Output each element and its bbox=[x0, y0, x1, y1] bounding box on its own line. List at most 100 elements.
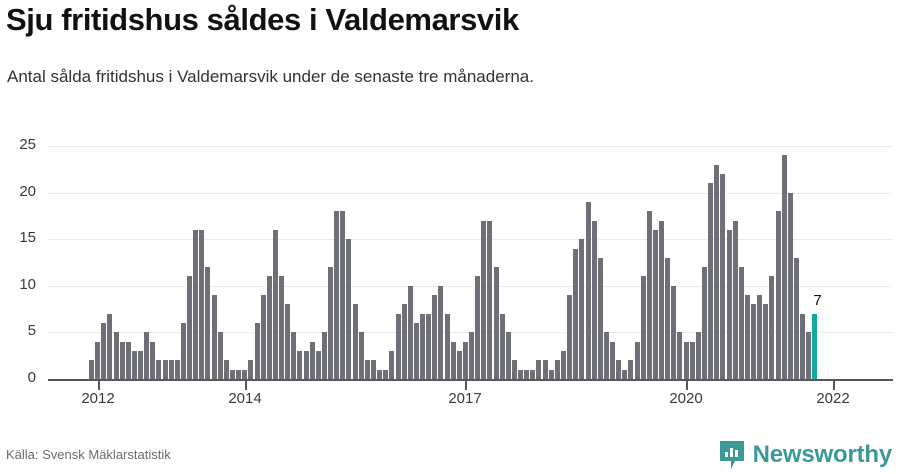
bar bbox=[487, 220, 493, 379]
x-axis-tick bbox=[686, 381, 688, 390]
bar bbox=[775, 211, 781, 379]
bar bbox=[738, 267, 744, 379]
bar bbox=[229, 369, 235, 379]
page-subtitle: Antal sålda fritidshus i Valdemarsvik un… bbox=[7, 67, 534, 86]
bar bbox=[279, 276, 285, 379]
bar bbox=[420, 313, 426, 379]
x-axis-tick bbox=[245, 381, 247, 390]
bar bbox=[652, 229, 658, 379]
bar bbox=[407, 285, 413, 379]
bar bbox=[426, 313, 432, 379]
bar bbox=[211, 295, 217, 379]
bar bbox=[689, 341, 695, 379]
bar bbox=[315, 351, 321, 379]
bar bbox=[751, 304, 757, 379]
gridline bbox=[48, 285, 893, 287]
bar bbox=[554, 360, 560, 379]
bar bbox=[401, 304, 407, 379]
bar-highlighted bbox=[812, 313, 818, 379]
x-axis-tick-label: 2014 bbox=[228, 390, 262, 407]
bar bbox=[732, 220, 738, 379]
bar bbox=[272, 229, 278, 379]
bar bbox=[266, 276, 272, 379]
bar bbox=[254, 323, 260, 379]
bar bbox=[530, 369, 536, 379]
bar bbox=[328, 267, 334, 379]
bar bbox=[334, 211, 340, 379]
bar bbox=[469, 332, 475, 379]
bar bbox=[634, 341, 640, 379]
bar bbox=[389, 351, 395, 379]
source-note: Källa: Svensk Mäklarstatistik bbox=[6, 447, 171, 462]
bar bbox=[346, 239, 352, 379]
bar bbox=[542, 360, 548, 379]
bar bbox=[462, 341, 468, 379]
bar bbox=[180, 323, 186, 379]
bar bbox=[370, 360, 376, 379]
bar bbox=[138, 351, 144, 379]
bar bbox=[199, 229, 205, 379]
bar bbox=[340, 211, 346, 379]
bar bbox=[352, 304, 358, 379]
bar bbox=[248, 360, 254, 379]
y-axis-tick-label: 5 bbox=[27, 322, 36, 340]
y-axis-tick-label: 10 bbox=[19, 275, 36, 293]
bar bbox=[89, 360, 94, 379]
gridline bbox=[48, 239, 893, 241]
bar bbox=[567, 295, 573, 379]
bar bbox=[168, 360, 174, 379]
x-axis-tick-label: 2020 bbox=[669, 390, 703, 407]
bar bbox=[561, 351, 566, 379]
bar bbox=[217, 332, 223, 379]
bar bbox=[671, 285, 677, 379]
bar bbox=[616, 360, 622, 379]
bar bbox=[113, 332, 119, 379]
bar-chart-pin-icon bbox=[719, 441, 744, 469]
brand-logo: Newsworthy bbox=[719, 440, 892, 470]
bar bbox=[640, 276, 646, 379]
bar bbox=[187, 276, 193, 379]
bar bbox=[726, 229, 732, 379]
bar bbox=[714, 164, 720, 379]
bar bbox=[573, 248, 579, 379]
bar bbox=[683, 341, 689, 379]
y-axis-tick-label: 20 bbox=[19, 182, 36, 200]
bar bbox=[156, 360, 162, 379]
bar bbox=[708, 183, 714, 379]
bar bbox=[193, 229, 199, 379]
bar bbox=[364, 360, 370, 379]
bar bbox=[358, 332, 364, 379]
bar bbox=[432, 295, 438, 379]
bar bbox=[475, 276, 481, 379]
bar bbox=[579, 239, 585, 379]
bar bbox=[787, 192, 793, 379]
bar bbox=[622, 369, 628, 379]
bar bbox=[695, 332, 701, 379]
bar bbox=[291, 332, 297, 379]
bar-value-label: 7 bbox=[813, 291, 822, 309]
x-axis-tick-label: 2012 bbox=[81, 390, 115, 407]
bar bbox=[456, 351, 462, 379]
bar bbox=[628, 360, 634, 379]
bar bbox=[107, 313, 113, 379]
bar bbox=[744, 295, 750, 379]
bar bbox=[793, 257, 799, 379]
bar bbox=[260, 295, 266, 379]
bar bbox=[677, 332, 683, 379]
page-title: Sju fritidshus såldes i Valdemarsvik bbox=[6, 2, 519, 37]
bar bbox=[548, 369, 554, 379]
x-axis-tick-label: 2022 bbox=[816, 390, 850, 407]
x-axis-tick bbox=[98, 381, 100, 390]
gridline bbox=[48, 146, 893, 147]
bar bbox=[806, 332, 812, 379]
bar bbox=[413, 323, 419, 379]
y-axis-tick-label: 15 bbox=[19, 229, 36, 247]
bar bbox=[702, 267, 707, 379]
bar bbox=[659, 220, 665, 379]
bar bbox=[150, 341, 156, 379]
x-axis-line bbox=[48, 379, 893, 381]
bar bbox=[95, 341, 101, 379]
bar bbox=[131, 351, 137, 379]
